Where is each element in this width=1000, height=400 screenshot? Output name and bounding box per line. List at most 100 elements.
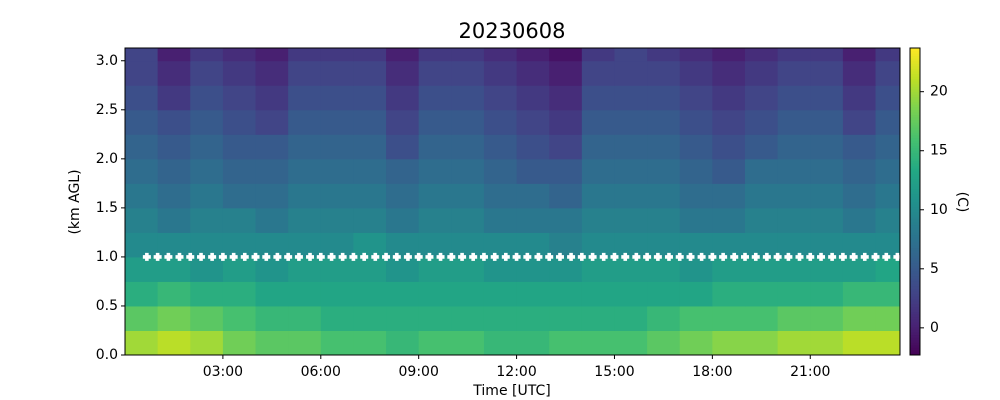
heatmap-cell xyxy=(581,134,615,160)
heatmap-cell xyxy=(353,183,387,209)
heatmap-cell xyxy=(647,305,681,331)
heatmap-cell xyxy=(614,207,648,233)
heatmap-cell xyxy=(255,183,289,209)
colorbar-segment xyxy=(910,127,920,131)
heatmap-cell xyxy=(320,48,354,62)
colorbar-segment xyxy=(910,347,920,351)
x-tick-label: 12:00 xyxy=(496,364,536,380)
heatmap-cell xyxy=(777,183,811,209)
heatmap-cell xyxy=(777,281,811,307)
heatmap-cell xyxy=(581,232,615,258)
colorbar-segment xyxy=(910,83,920,87)
colorbar-segment xyxy=(910,237,920,241)
heatmap-cell xyxy=(157,207,191,233)
heatmap-cell xyxy=(255,330,289,356)
heatmap-cell xyxy=(255,207,289,233)
colorbar-segment xyxy=(910,209,920,213)
heatmap-cell xyxy=(549,85,583,111)
colorbar-segment xyxy=(910,198,920,202)
colorbar-segment xyxy=(910,227,920,231)
colorbar-segment xyxy=(910,160,920,164)
colorbar-segment xyxy=(910,280,920,284)
colorbar-segment xyxy=(910,291,920,295)
heatmap-cell xyxy=(386,85,420,111)
colorbar-segment xyxy=(910,145,920,149)
heatmap-cell xyxy=(320,305,354,331)
marker xyxy=(218,252,227,261)
colorbar-segment xyxy=(910,349,920,353)
colorbar-segment xyxy=(910,319,920,323)
colorbar-segment xyxy=(910,326,920,330)
heatmap-cell xyxy=(125,281,159,307)
heatmap-cell xyxy=(125,134,159,160)
heatmap-cell xyxy=(875,256,901,282)
heatmap-cell xyxy=(679,183,713,209)
marker xyxy=(893,252,902,261)
heatmap-cell xyxy=(842,158,877,184)
heatmap-cell xyxy=(386,109,420,135)
heatmap-cell xyxy=(647,256,681,282)
heatmap-cell xyxy=(647,207,681,233)
heatmap-cell xyxy=(777,330,811,356)
heatmap-cell xyxy=(190,281,224,307)
colorbar-segment xyxy=(910,134,920,139)
heatmap-cell xyxy=(222,281,257,307)
heatmap-cell xyxy=(125,48,159,62)
heatmap-cell xyxy=(581,305,615,331)
heatmap-cell xyxy=(614,305,648,331)
colorbar-segment xyxy=(910,288,920,292)
heatmap-cell xyxy=(353,232,387,258)
heatmap-cell xyxy=(842,256,877,282)
heatmap-cell xyxy=(320,232,354,258)
colorbar-segment xyxy=(910,285,920,289)
marker xyxy=(414,252,423,261)
heatmap-cell xyxy=(288,109,322,135)
heatmap-cell xyxy=(614,158,648,184)
marker xyxy=(240,252,249,261)
heatmap-cell xyxy=(712,207,746,233)
heatmap-cell xyxy=(190,134,224,160)
heatmap-cell xyxy=(581,48,615,62)
marker xyxy=(490,252,499,261)
heatmap-cell xyxy=(712,158,746,184)
heatmap-cell xyxy=(614,183,648,209)
marker xyxy=(306,252,315,261)
colorbar-segment xyxy=(910,329,920,333)
colorbar-segment xyxy=(910,94,920,98)
heatmap-cell xyxy=(190,158,224,184)
heatmap-cell xyxy=(679,256,713,282)
heatmap-cell xyxy=(647,85,681,111)
heatmap-cell xyxy=(255,158,289,184)
heatmap-cell xyxy=(320,109,354,135)
marker xyxy=(349,252,358,261)
colorbar-segment xyxy=(910,270,920,274)
colorbar-segment xyxy=(910,175,920,179)
heatmap-cell xyxy=(875,330,901,356)
colorbar-segment xyxy=(910,181,920,185)
marker xyxy=(751,252,760,261)
heatmap-cell xyxy=(483,207,518,233)
heatmap-cell xyxy=(157,232,191,258)
heatmap-cell xyxy=(353,207,387,233)
marker xyxy=(545,252,554,261)
heatmap-cell xyxy=(255,60,289,86)
colorbar-segment xyxy=(910,321,920,325)
heatmap-cell xyxy=(288,134,322,160)
heatmap-cell xyxy=(679,281,713,307)
heatmap-cell xyxy=(320,330,354,356)
heatmap-cell xyxy=(516,134,550,160)
heatmap-cell xyxy=(842,109,877,135)
heatmap-cell xyxy=(875,281,901,307)
colorbar-segment xyxy=(910,158,920,162)
heatmap-cell xyxy=(190,256,224,282)
heatmap-cell xyxy=(777,85,811,111)
heatmap-cell xyxy=(777,48,811,62)
colorbar-segment xyxy=(910,257,920,261)
colorbar-tick-label: 10 xyxy=(930,202,948,218)
heatmap-cell xyxy=(255,256,289,282)
heatmap-cell xyxy=(353,134,387,160)
colorbar-segment xyxy=(910,183,920,187)
heatmap-cell xyxy=(353,158,387,184)
heatmap-cell xyxy=(875,207,901,233)
marker xyxy=(186,252,195,261)
